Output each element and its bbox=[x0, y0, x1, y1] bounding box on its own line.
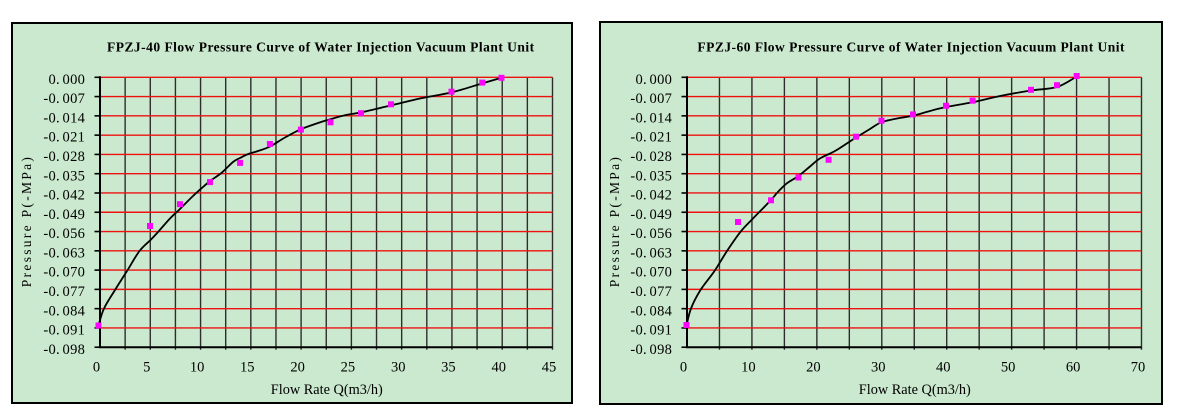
svg-text:-0.021: -0. 021 bbox=[43, 130, 85, 146]
svg-text:-0.049: -0. 049 bbox=[43, 207, 85, 223]
svg-text:-0.063: -0. 063 bbox=[630, 245, 672, 261]
svg-text:-0.049: -0. 049 bbox=[630, 207, 672, 223]
svg-text:0: 0 bbox=[680, 359, 687, 375]
svg-text:FPZJ-60 Flow Pressure Curve of: FPZJ-60 Flow Pressure Curve of Water Inj… bbox=[697, 40, 1125, 55]
svg-text:Pressure P(-MPa): Pressure P(-MPa) bbox=[19, 155, 34, 287]
svg-text:-0.014: -0. 014 bbox=[43, 110, 85, 126]
svg-text:15: 15 bbox=[240, 359, 255, 375]
svg-text:35: 35 bbox=[441, 359, 456, 375]
svg-text:20: 20 bbox=[290, 359, 305, 375]
svg-text:-0.028: -0. 028 bbox=[630, 149, 672, 165]
svg-text:Flow Rate Q(m3/h): Flow Rate Q(m3/h) bbox=[859, 382, 971, 398]
svg-text:-0.056: -0. 056 bbox=[630, 226, 672, 242]
svg-text:60: 60 bbox=[1066, 359, 1081, 375]
svg-text:-0.042: -0. 042 bbox=[43, 188, 85, 204]
svg-text:30: 30 bbox=[871, 359, 886, 375]
svg-text:40: 40 bbox=[936, 359, 951, 375]
svg-text:-0.007: -0. 007 bbox=[43, 91, 85, 107]
svg-text:45: 45 bbox=[542, 359, 557, 375]
svg-text:-0.070: -0. 070 bbox=[43, 265, 85, 281]
svg-text:-0.098: -0. 098 bbox=[43, 342, 85, 358]
svg-text:50: 50 bbox=[1001, 359, 1016, 375]
svg-text:-0.077: -0. 077 bbox=[43, 284, 85, 300]
svg-text:0.000: 0. 000 bbox=[635, 72, 672, 88]
svg-text:-0.042: -0. 042 bbox=[630, 188, 672, 204]
svg-text:25: 25 bbox=[341, 359, 356, 375]
svg-text:-0.035: -0. 035 bbox=[43, 168, 85, 184]
svg-text:5: 5 bbox=[143, 359, 150, 375]
svg-text:-0.021: -0. 021 bbox=[630, 130, 672, 146]
svg-text:10: 10 bbox=[190, 359, 205, 375]
svg-text:-0.028: -0. 028 bbox=[43, 149, 85, 165]
svg-text:-0.070: -0. 070 bbox=[630, 265, 672, 281]
svg-text:70: 70 bbox=[1131, 359, 1146, 375]
svg-text:40: 40 bbox=[491, 359, 506, 375]
svg-text:0: 0 bbox=[93, 359, 100, 375]
svg-text:-0.084: -0. 084 bbox=[43, 303, 85, 319]
svg-text:-0.063: -0. 063 bbox=[43, 245, 85, 261]
svg-text:Pressure P(-MPa): Pressure P(-MPa) bbox=[607, 155, 622, 287]
svg-text:20: 20 bbox=[806, 359, 821, 375]
svg-text:30: 30 bbox=[391, 359, 406, 375]
svg-text:-0.091: -0. 091 bbox=[43, 323, 85, 339]
svg-text:-0.014: -0. 014 bbox=[630, 110, 672, 126]
svg-text:-0.098: -0. 098 bbox=[630, 342, 672, 358]
svg-text:0.000: 0. 000 bbox=[48, 72, 85, 88]
svg-text:10: 10 bbox=[741, 359, 756, 375]
svg-text:-0.091: -0. 091 bbox=[630, 323, 672, 339]
svg-text:-0.035: -0. 035 bbox=[630, 168, 672, 184]
svg-text:-0.077: -0. 077 bbox=[630, 284, 672, 300]
svg-text:-0.007: -0. 007 bbox=[630, 91, 672, 107]
svg-text:FPZJ-40 Flow Pressure Curve of: FPZJ-40 Flow Pressure Curve of Water Inj… bbox=[107, 40, 535, 55]
svg-text:Flow Rate Q(m3/h): Flow Rate Q(m3/h) bbox=[271, 382, 383, 398]
svg-text:-0.084: -0. 084 bbox=[630, 303, 672, 319]
svg-text:-0.056: -0. 056 bbox=[43, 226, 85, 242]
